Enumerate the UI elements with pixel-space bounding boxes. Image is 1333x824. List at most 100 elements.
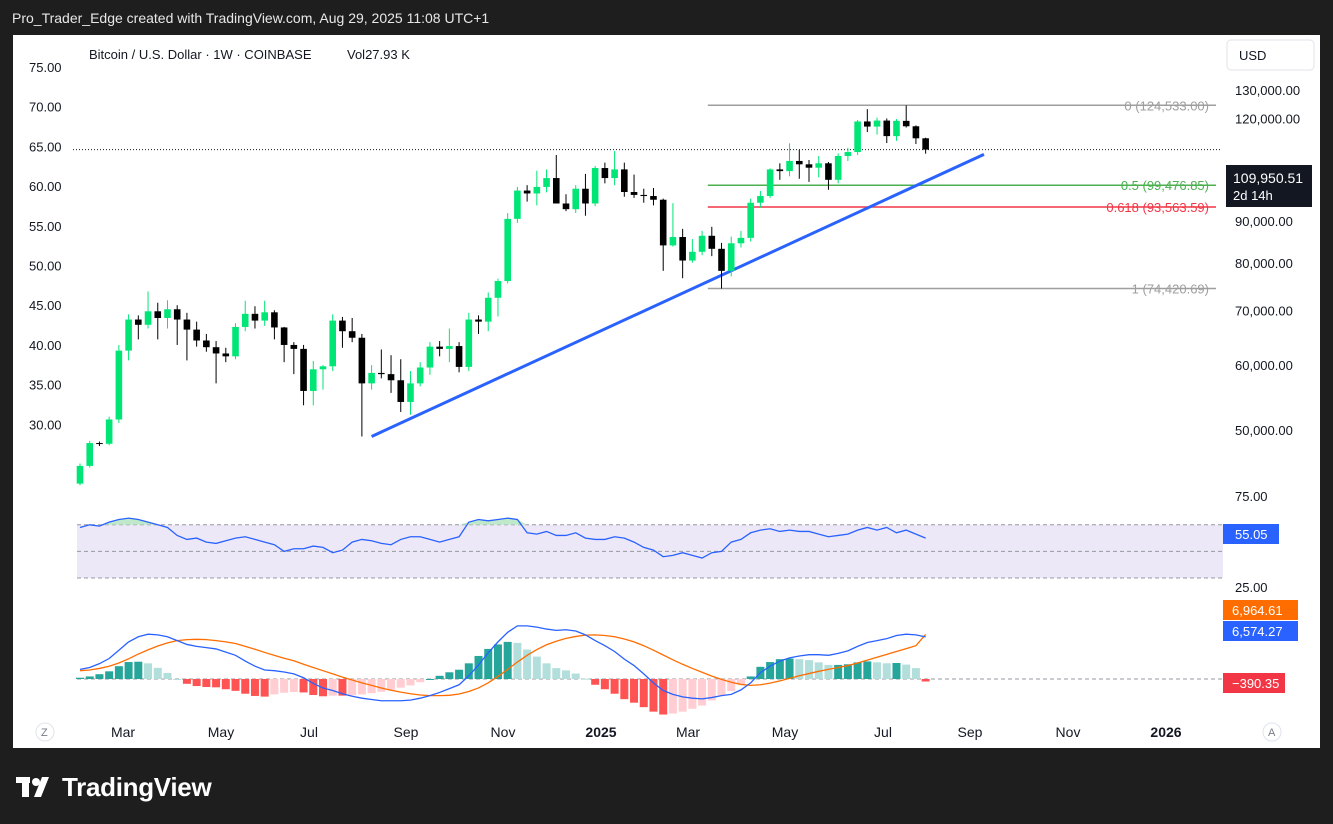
- candle: [795, 149, 803, 179]
- macd-signal-label: 6,964.61: [1223, 600, 1298, 620]
- left-tick-label: 70.00: [29, 100, 62, 115]
- candle: [533, 170, 541, 206]
- price-tick-label: 80,000.00: [1235, 256, 1293, 271]
- macd-hist-bar: [445, 672, 454, 679]
- macd-hist-bar: [795, 659, 804, 679]
- macd-hist-bar: [591, 679, 600, 685]
- candle-body: [86, 443, 94, 466]
- candle: [650, 188, 657, 206]
- candle: [319, 365, 327, 390]
- candle-body: [679, 237, 686, 261]
- candle: [271, 310, 278, 340]
- macd-hist-bar: [610, 679, 619, 694]
- candle-body: [650, 196, 657, 200]
- corner-right-label: A: [1268, 727, 1276, 739]
- macd-hist-bar: [484, 648, 493, 679]
- macd-hist-bar: [85, 676, 94, 679]
- candle-body: [757, 196, 764, 203]
- candle-body: [319, 366, 327, 370]
- price-tick-label: 90,000.00: [1235, 214, 1293, 229]
- candle: [455, 342, 463, 373]
- legend-volume: Vol27.93 K: [347, 47, 410, 62]
- candle-body: [640, 194, 648, 197]
- candle-body: [795, 160, 803, 165]
- time-tick-label: Sep: [394, 724, 419, 740]
- candle-body: [562, 203, 570, 210]
- candle-body: [105, 419, 113, 444]
- candle-body: [96, 443, 103, 445]
- macd-hist-bar: [542, 663, 551, 679]
- candle: [368, 365, 375, 390]
- candle-body: [572, 188, 580, 210]
- macd-hist-bar: [328, 679, 337, 696]
- price-tick-label: 130,000.00: [1235, 83, 1300, 98]
- macd-hist-bar: [455, 669, 464, 679]
- left-tick-label: 45.00: [29, 298, 62, 313]
- price-tick-label: 60,000.00: [1235, 358, 1293, 373]
- corner-left-label: Z: [41, 727, 48, 739]
- candle-body: [135, 319, 142, 325]
- candle: [407, 371, 414, 415]
- candle: [747, 198, 754, 242]
- chart-svg[interactable]: 0 (124,533.00) 0.5 (99,476.85) 0.618 (93,5…: [13, 35, 1320, 748]
- candle-body: [543, 178, 550, 187]
- candle: [76, 463, 84, 486]
- auto-scale-button[interactable]: A: [1262, 722, 1282, 742]
- candle: [708, 226, 716, 257]
- candle: [669, 203, 677, 247]
- macd-value: 6,574.27: [1232, 624, 1283, 639]
- macd-hist-bar: [260, 679, 269, 697]
- left-tick-label: 60.00: [29, 179, 62, 194]
- left-tick-label: 35.00: [29, 378, 62, 393]
- candle: [280, 326, 288, 363]
- brand-name: TradingView: [62, 771, 212, 802]
- candle: [572, 185, 580, 214]
- candle-body: [718, 248, 725, 271]
- macd-hist-bar: [338, 679, 347, 696]
- candle: [640, 188, 648, 203]
- macd-hist-bar: [824, 664, 833, 679]
- candle: [912, 125, 920, 144]
- candle-body: [494, 281, 502, 298]
- macd-hist-bar: [678, 679, 687, 712]
- tradingview-logo[interactable]: TradingView: [16, 770, 212, 804]
- macd-hist-bar: [182, 679, 191, 684]
- candle-body: [737, 237, 745, 244]
- macd-hist-bar: [571, 673, 580, 679]
- candle-body: [339, 320, 346, 332]
- time-tick-label: Jul: [874, 724, 892, 740]
- macd-hist-bar: [513, 642, 522, 679]
- candle: [922, 137, 929, 154]
- rsi-value: 55.05: [1235, 527, 1268, 542]
- macd-hist-bar: [357, 679, 366, 695]
- left-tick-label: 75.00: [29, 60, 62, 75]
- candle-body: [854, 121, 861, 153]
- macd-hist-bar: [231, 679, 240, 691]
- candle-body: [815, 163, 823, 168]
- chart-panel[interactable]: 0 (124,533.00) 0.5 (99,476.85) 0.618 (93,5…: [13, 35, 1320, 748]
- candle: [844, 147, 852, 161]
- candle: [465, 312, 473, 372]
- candle: [679, 228, 686, 279]
- candle-body: [348, 331, 356, 338]
- candle: [261, 300, 268, 326]
- candle: [698, 230, 706, 256]
- macd-hist-bar: [843, 664, 852, 679]
- currency-button[interactable]: USD: [1226, 39, 1315, 71]
- rsi-pane: [77, 517, 1223, 579]
- candle-body: [455, 346, 463, 367]
- candle: [854, 119, 861, 155]
- candle-body: [484, 297, 492, 322]
- candle: [125, 314, 132, 361]
- candle-body: [883, 120, 891, 137]
- candle: [494, 278, 502, 317]
- candle-body: [76, 465, 84, 484]
- macd-hist-bar: [173, 679, 182, 680]
- macd-hist-bar: [387, 679, 396, 690]
- candle: [309, 360, 317, 406]
- candle-body: [727, 243, 735, 271]
- zoom-reset-button[interactable]: Z: [35, 722, 55, 742]
- last-price-value: 109,950.51: [1233, 170, 1303, 186]
- macd-hist-bar: [649, 679, 658, 712]
- macd-hist-bar: [746, 676, 755, 679]
